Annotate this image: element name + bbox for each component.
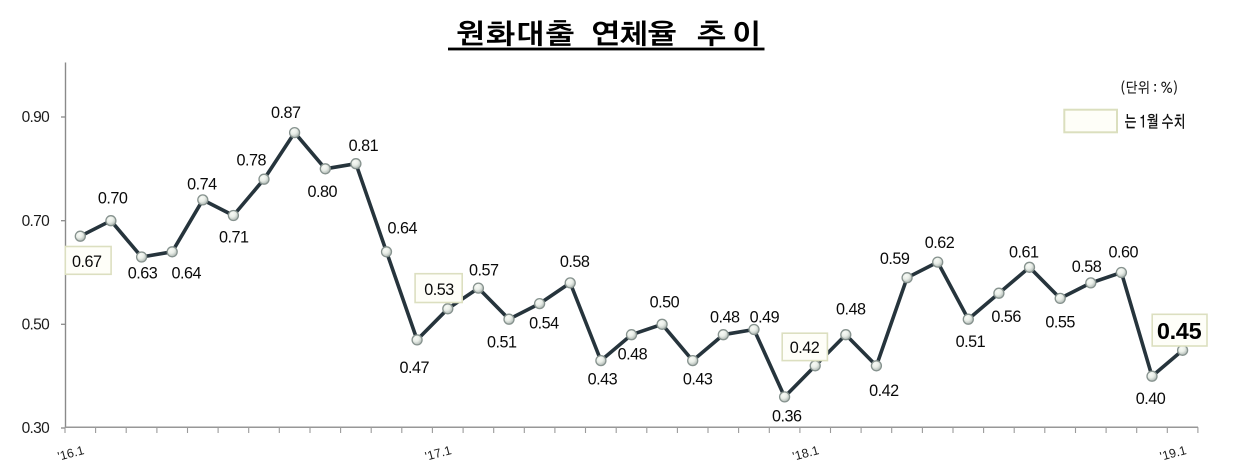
svg-text:0.51: 0.51 [956,333,986,351]
svg-text:0.42: 0.42 [869,382,899,400]
svg-text:0.60: 0.60 [1109,243,1139,261]
svg-text:0.70: 0.70 [22,213,50,230]
svg-text:0.43: 0.43 [683,370,713,388]
svg-text:0.64: 0.64 [388,220,418,238]
svg-text:0.67: 0.67 [72,253,102,271]
svg-text:0.71: 0.71 [219,228,249,246]
svg-text:0.47: 0.47 [400,359,430,377]
svg-text:0.90: 0.90 [22,109,50,126]
svg-text:0.36: 0.36 [772,408,802,426]
svg-text:0.58: 0.58 [560,253,590,271]
svg-text:0.57: 0.57 [469,261,499,279]
svg-text:0.45: 0.45 [1157,318,1202,344]
svg-text:0.53: 0.53 [424,281,454,299]
svg-text:0.49: 0.49 [750,308,780,326]
svg-text:'19.1: '19.1 [1158,443,1187,463]
svg-text:0.63: 0.63 [128,265,158,283]
svg-text:0.48: 0.48 [836,300,866,318]
svg-text:0.62: 0.62 [925,234,955,252]
svg-text:0.78: 0.78 [236,151,266,169]
svg-text:0.42: 0.42 [790,339,820,357]
svg-text:0.58: 0.58 [1072,258,1102,276]
svg-text:0.30: 0.30 [22,420,50,437]
svg-text:0.40: 0.40 [1136,390,1166,408]
svg-text:'17.1: '17.1 [424,443,453,463]
svg-text:0.87: 0.87 [271,104,301,122]
svg-text:'16.1: '16.1 [56,443,85,463]
svg-text:0.70: 0.70 [98,190,128,208]
svg-text:0.50: 0.50 [22,317,50,334]
svg-text:0.56: 0.56 [991,308,1021,326]
svg-text:0.51: 0.51 [487,333,517,351]
svg-text:0.55: 0.55 [1045,314,1075,332]
svg-text:0.54: 0.54 [529,315,559,333]
svg-text:0.74: 0.74 [187,175,217,193]
svg-text:0.43: 0.43 [588,370,618,388]
svg-text:0.80: 0.80 [308,183,338,201]
svg-text:0.81: 0.81 [349,137,379,155]
svg-text:'18.1: '18.1 [791,443,820,463]
svg-text:0.48: 0.48 [618,345,648,363]
svg-text:0.50: 0.50 [650,293,680,311]
svg-text:0.48: 0.48 [710,308,740,326]
svg-text:0.64: 0.64 [172,265,202,283]
svg-text:0.61: 0.61 [1009,244,1039,262]
svg-text:0.59: 0.59 [880,250,910,268]
